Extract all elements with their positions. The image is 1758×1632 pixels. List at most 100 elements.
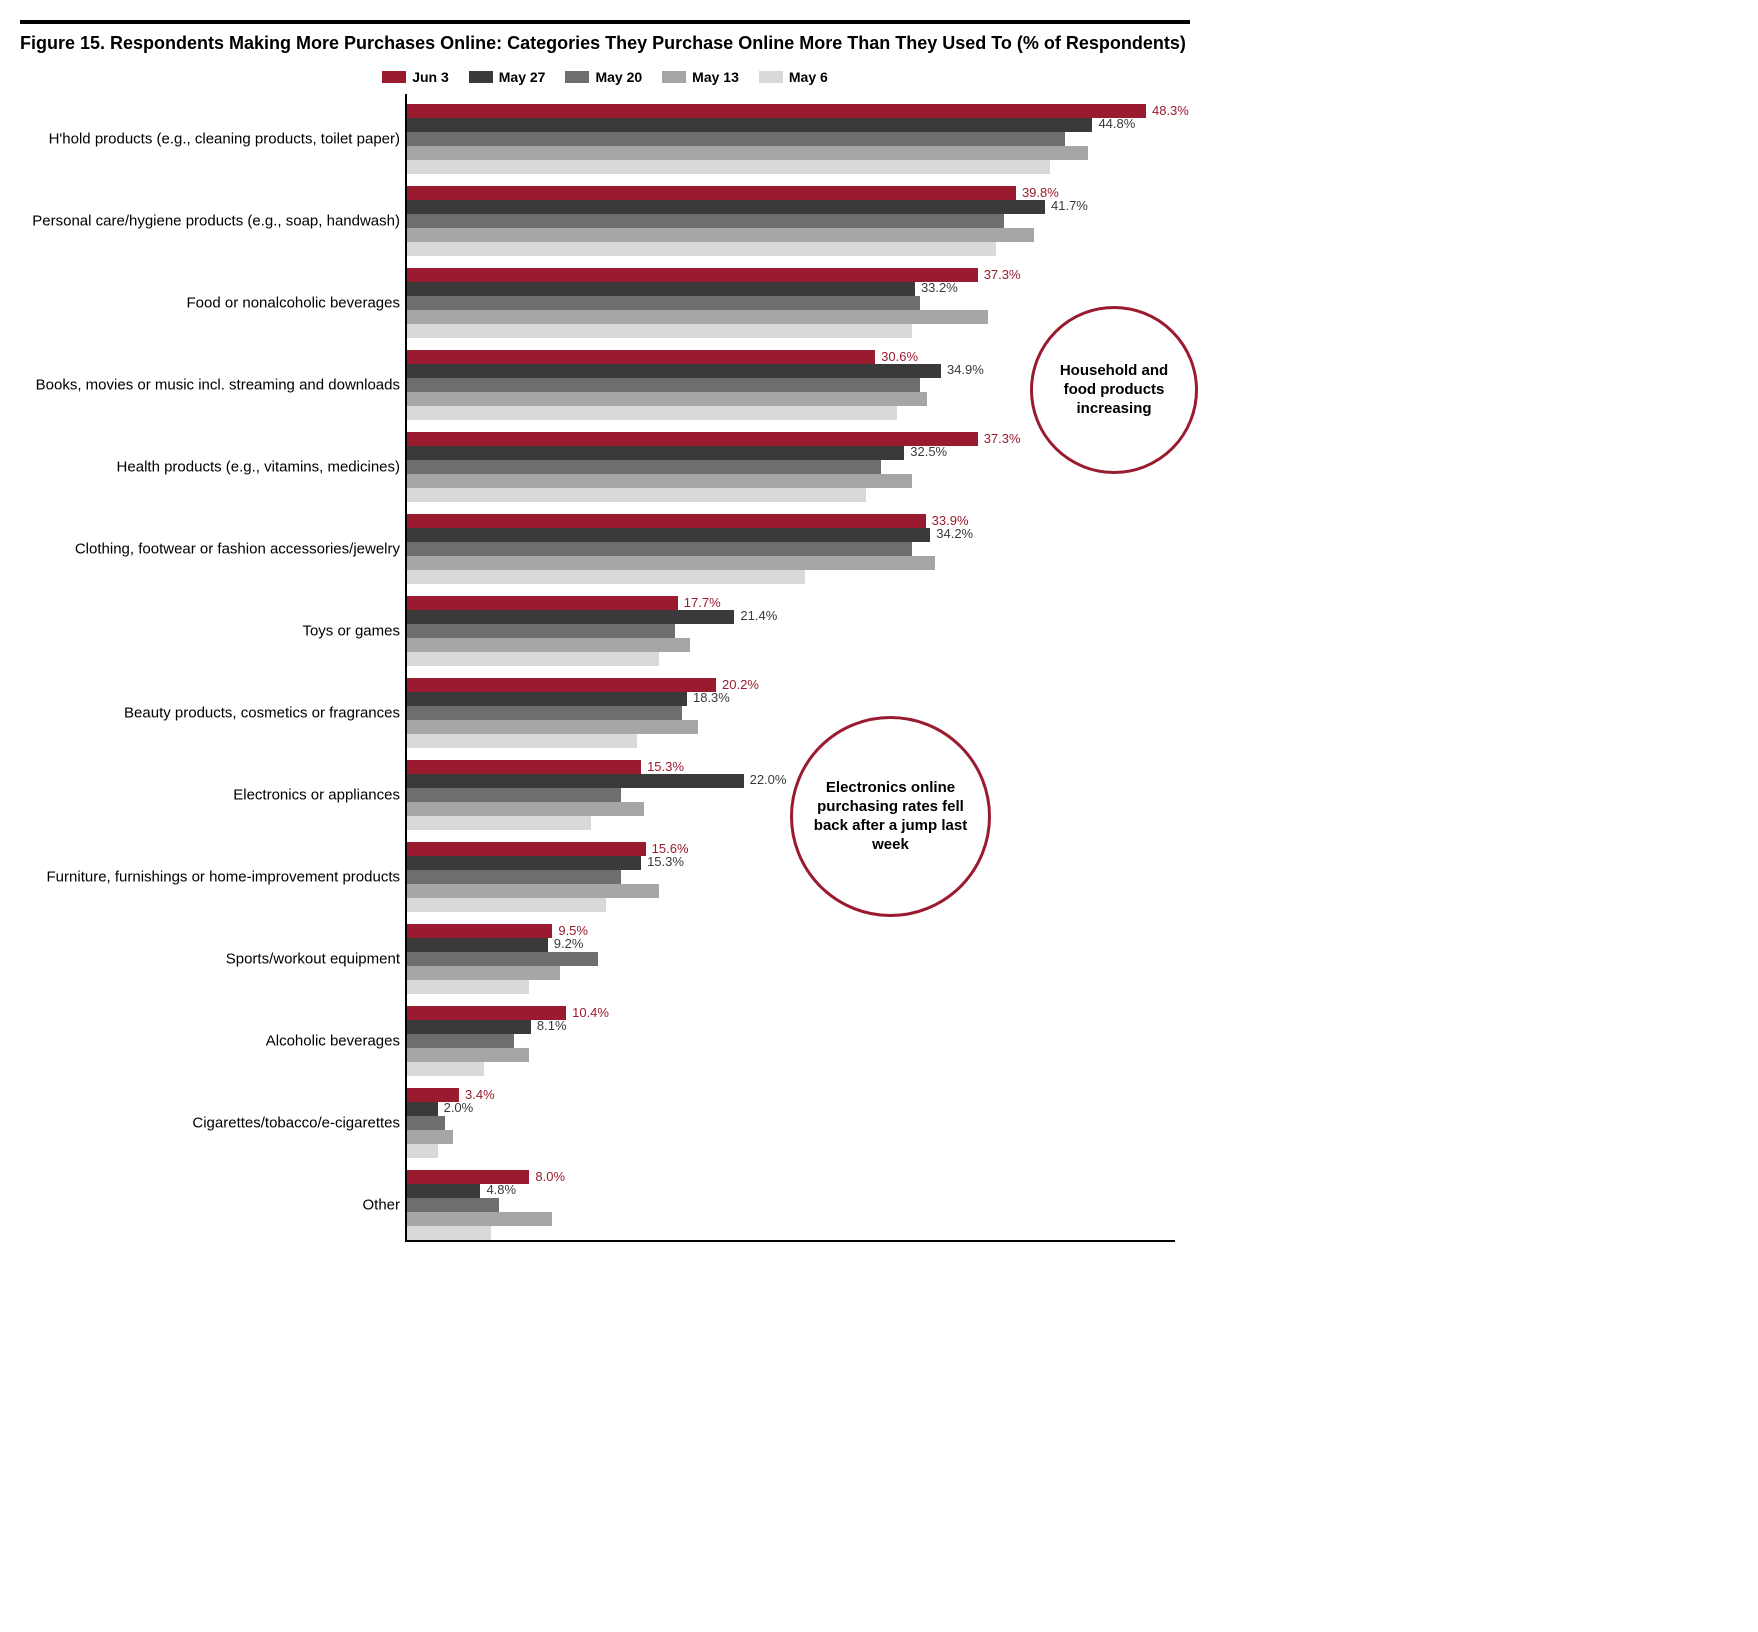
bar-row — [407, 1198, 1190, 1212]
category-group: Other8.0%4.8% — [20, 1170, 1190, 1240]
category-label: Books, movies or music incl. streaming a… — [20, 377, 400, 394]
bar — [407, 296, 920, 310]
category-group: Personal care/hygiene products (e.g., so… — [20, 186, 1190, 256]
bar — [407, 324, 912, 338]
value-label: 8.1% — [537, 1019, 567, 1033]
bar — [407, 378, 920, 392]
value-label: 48.3% — [1152, 104, 1189, 118]
bar-row — [407, 1144, 1190, 1158]
category-label: Furniture, furnishings or home-improveme… — [20, 869, 400, 886]
category-label: Electronics or appliances — [20, 787, 400, 804]
bar — [407, 980, 529, 994]
bar-row — [407, 652, 1190, 666]
value-label: 32.5% — [910, 445, 947, 459]
category-group: Cigarettes/tobacco/e-cigarettes3.4%2.0% — [20, 1088, 1190, 1158]
category-group: Toys or games17.7%21.4% — [20, 596, 1190, 666]
bar — [407, 802, 644, 816]
bar-row: 34.2% — [407, 528, 1190, 542]
value-label: 10.4% — [572, 1006, 609, 1020]
category-label: Alcoholic beverages — [20, 1033, 400, 1050]
bar — [407, 966, 560, 980]
category-label: Food or nonalcoholic beverages — [20, 295, 400, 312]
category-group: Food or nonalcoholic beverages 37.3%33.2% — [20, 268, 1190, 338]
bar — [407, 638, 690, 652]
bar — [407, 570, 805, 584]
bar — [407, 406, 897, 420]
bar — [407, 200, 1045, 214]
bar — [407, 118, 1092, 132]
bar-row: 18.3% — [407, 692, 1190, 706]
bars: 20.2%18.3% — [407, 678, 1190, 748]
bar-row — [407, 1212, 1190, 1226]
bar — [407, 652, 659, 666]
bar-row — [407, 474, 1190, 488]
bar — [407, 542, 912, 556]
bar — [407, 720, 698, 734]
bar-row: 33.9% — [407, 514, 1190, 528]
category-label: Beauty products, cosmetics or fragrances — [20, 705, 400, 722]
bar — [407, 528, 930, 542]
value-label: 8.0% — [535, 1170, 565, 1184]
bar — [407, 678, 716, 692]
category-group: Electronics or appliances15.3%22.0% — [20, 760, 1190, 830]
bar-row — [407, 624, 1190, 638]
bars: 3.4%2.0% — [407, 1088, 1190, 1158]
legend-item: Jun 3 — [382, 69, 449, 85]
bar — [407, 924, 552, 938]
bar — [407, 1212, 552, 1226]
bar — [407, 774, 744, 788]
bar-row: 37.3% — [407, 268, 1190, 282]
bar-row — [407, 488, 1190, 502]
legend-swatch — [382, 71, 406, 83]
bars: 33.9%34.2% — [407, 514, 1190, 584]
bar-row — [407, 980, 1190, 994]
bar — [407, 692, 687, 706]
value-label: 44.8% — [1098, 117, 1135, 131]
bar — [407, 816, 591, 830]
bar-row: 21.4% — [407, 610, 1190, 624]
category-group: Clothing, footwear or fashion accessorie… — [20, 514, 1190, 584]
category-group: Books, movies or music incl. streaming a… — [20, 350, 1190, 420]
bar — [407, 1144, 438, 1158]
bar-row — [407, 556, 1190, 570]
bar — [407, 1226, 491, 1240]
legend-label: May 13 — [692, 69, 739, 85]
legend-swatch — [662, 71, 686, 83]
bar-row: 2.0% — [407, 1102, 1190, 1116]
bar-row: 33.2% — [407, 282, 1190, 296]
bar — [407, 488, 866, 502]
bar — [407, 610, 734, 624]
bar-row: 15.3% — [407, 760, 1190, 774]
value-label: 41.7% — [1051, 199, 1088, 213]
bar-row: 8.1% — [407, 1020, 1190, 1034]
legend-item: May 13 — [662, 69, 739, 85]
bar — [407, 952, 598, 966]
bar — [407, 856, 641, 870]
bars-region: H'hold products (e.g., cleaning products… — [20, 104, 1190, 1240]
bar-row — [407, 1034, 1190, 1048]
bar — [407, 474, 912, 488]
bar — [407, 870, 621, 884]
bar — [407, 392, 927, 406]
bar — [407, 1048, 529, 1062]
bar — [407, 514, 926, 528]
bar-row — [407, 1048, 1190, 1062]
bar-row — [407, 706, 1190, 720]
bar — [407, 1034, 514, 1048]
category-group: Sports/workout equipment9.5%9.2% — [20, 924, 1190, 994]
bar-row — [407, 1062, 1190, 1076]
bar-row — [407, 884, 1190, 898]
value-label: 15.3% — [647, 760, 684, 774]
bar-row: 20.2% — [407, 678, 1190, 692]
bar — [407, 624, 675, 638]
legend-label: May 20 — [595, 69, 642, 85]
figure-container: Figure 15. Respondents Making More Purch… — [20, 20, 1190, 1240]
bar-row — [407, 952, 1190, 966]
bar-row — [407, 1116, 1190, 1130]
callout-circle: Electronics online purchasing rates fell… — [790, 716, 991, 917]
bar-row: 48.3% — [407, 104, 1190, 118]
bar — [407, 132, 1065, 146]
legend-item: May 20 — [565, 69, 642, 85]
bar — [407, 788, 621, 802]
legend-swatch — [469, 71, 493, 83]
